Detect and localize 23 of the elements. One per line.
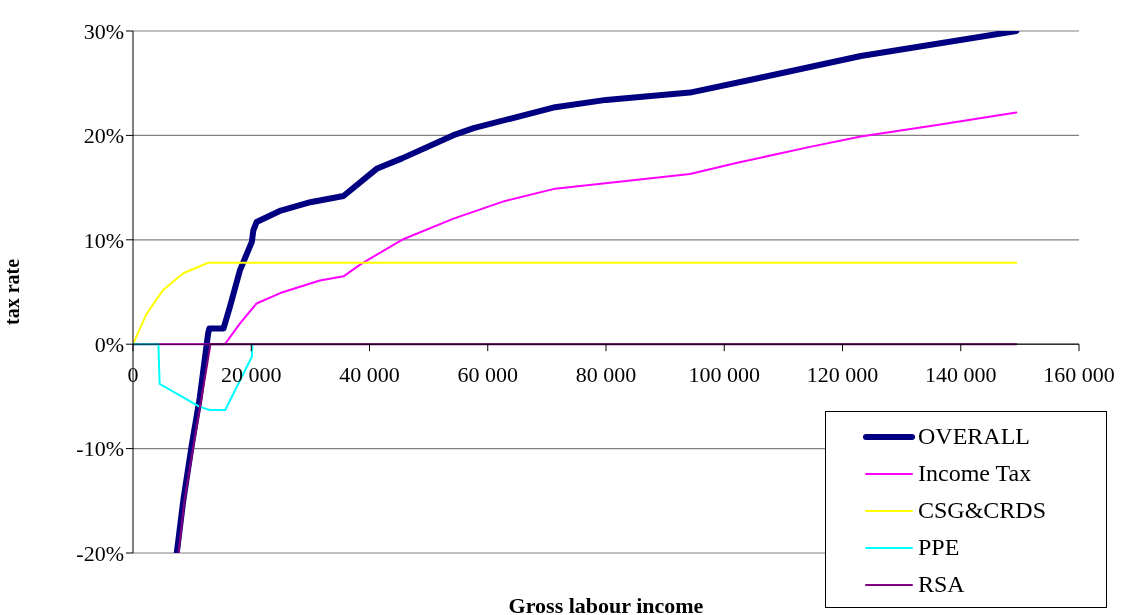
- x-tick-label: 120 000: [806, 362, 879, 388]
- x-tick-label: 100 000: [688, 362, 760, 388]
- x-tick-label: 160 000: [1043, 362, 1115, 388]
- x-tick-label: 60 000: [457, 362, 518, 388]
- x-tick-label: 140 000: [925, 362, 997, 388]
- legend-label: Income Tax: [918, 460, 1032, 487]
- y-tick-label: 10%: [83, 227, 124, 253]
- y-tick-label: 0%: [94, 332, 124, 358]
- legend-label: PPE: [918, 534, 960, 561]
- legend-label: CSG&CRDS: [918, 497, 1047, 524]
- y-tick-label: 30%: [83, 18, 124, 44]
- legend-label: OVERALL: [918, 423, 1030, 450]
- y-tick-label: -10%: [76, 436, 124, 462]
- y-tick-label: 20%: [83, 123, 124, 149]
- x-tick-label: 20 000: [221, 362, 282, 388]
- line-series: [133, 261, 1018, 346]
- y-axis-title: tax rate: [1, 258, 24, 326]
- x-axis-title: Gross labour income: [508, 593, 704, 615]
- x-tick-label: 40 000: [339, 362, 400, 388]
- legend-label: RSA: [918, 571, 965, 598]
- y-tick-label: -20%: [76, 540, 124, 566]
- x-tick-label: 80 000: [575, 362, 637, 388]
- x-tick-label: 0: [127, 362, 139, 388]
